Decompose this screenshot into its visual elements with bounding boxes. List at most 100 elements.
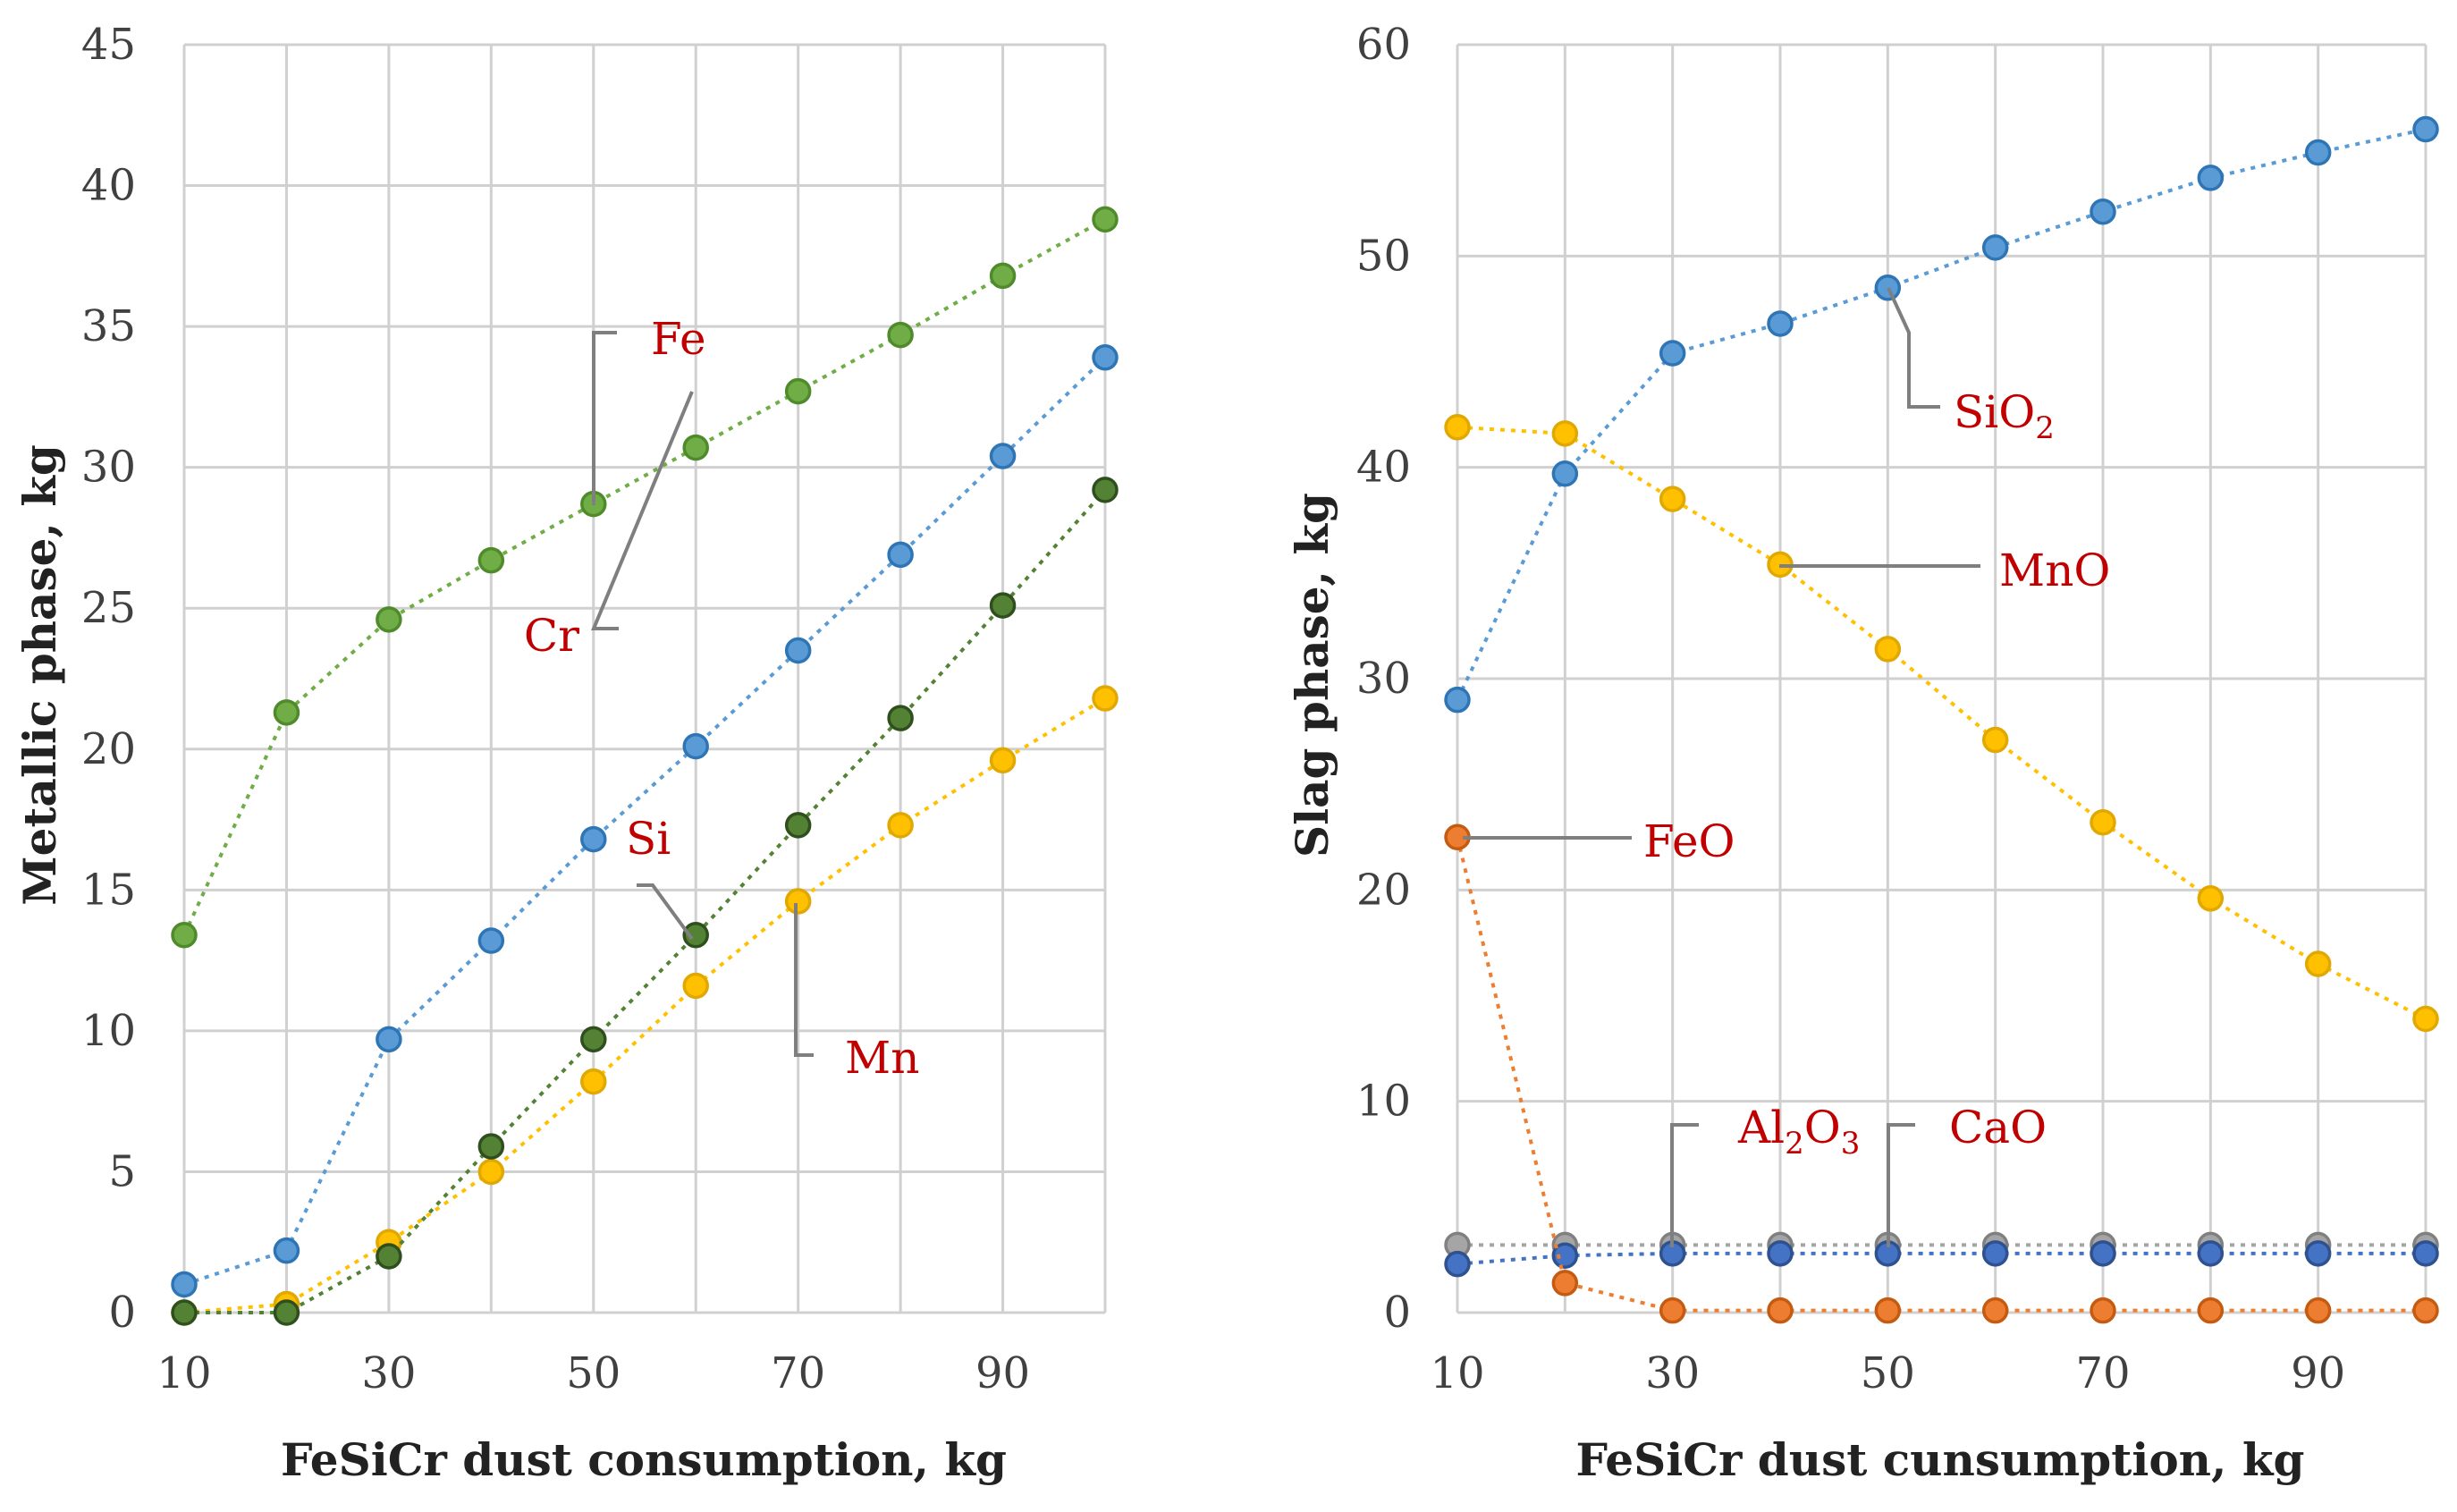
- slag-point-sio2-100: [2412, 115, 2439, 143]
- metallic-point-fe-40: [477, 546, 505, 574]
- metallic-point-si-100: [1092, 477, 1119, 503]
- metallic-point-cr-10: [171, 1271, 198, 1298]
- slag-series-feo: [1444, 824, 2439, 1324]
- slag-point-al2o3-20: [1551, 1242, 1579, 1269]
- metallic-ytick-30: 30: [81, 443, 136, 493]
- metallic-point-cr-50: [580, 825, 607, 853]
- metallic-ytick-5: 5: [108, 1146, 136, 1196]
- metallic-leader-fe: [592, 331, 617, 505]
- slag-point-sio2-10: [1444, 686, 1471, 714]
- metallic-point-fe-70: [784, 377, 812, 405]
- metallic-ytick-35: 35: [81, 301, 136, 351]
- metallic-point-fe-60: [682, 434, 709, 461]
- slag-point-feo-30: [1659, 1297, 1686, 1324]
- metallic-line-cr: [183, 356, 1107, 1287]
- slag-point-al2o3-60: [1981, 1240, 2009, 1267]
- metallic-leader-cr: [591, 391, 694, 630]
- metallic-point-fe-90: [989, 262, 1017, 290]
- slag-label-text-cao: CaO: [1949, 1102, 2047, 1153]
- slag-label-text-al2o3: Al2O3: [1737, 1102, 1860, 1161]
- slag-point-al2o3-80: [2197, 1240, 2225, 1267]
- metallic-point-fe-100: [1092, 206, 1119, 233]
- slag-point-mno-10: [1444, 414, 1471, 441]
- slag-leader-al2o3: [1670, 1123, 1699, 1247]
- metallic-point-mn-100: [1092, 685, 1119, 712]
- slag-point-feo-40: [1767, 1297, 1794, 1324]
- metallic-series-si: [171, 477, 1119, 1326]
- metallic-y-axis-title: Metallic phase, kg: [13, 444, 66, 906]
- slag-point-mno-80: [2197, 885, 2225, 912]
- slag-ytick-40: 40: [1356, 443, 1411, 493]
- metallic-point-si-50: [580, 1026, 607, 1053]
- metallic-point-si-40: [477, 1133, 505, 1160]
- slag-point-feo-60: [1981, 1297, 2009, 1324]
- slag-label-text-mno: MnO: [1999, 545, 2110, 596]
- metallic-point-si-30: [376, 1243, 402, 1270]
- metallic-xtick-10: 10: [156, 1348, 211, 1398]
- metallic-xtick-50: 50: [566, 1348, 621, 1398]
- slag-point-sio2-60: [1981, 234, 2009, 261]
- slag-line-al2o3: [1456, 1251, 2426, 1266]
- slag-point-al2o3-40: [1767, 1240, 1794, 1267]
- slag-point-sio2-80: [2197, 165, 2225, 191]
- metallic-line-mn: [183, 697, 1107, 1314]
- metallic-point-cr-30: [376, 1026, 402, 1053]
- slag-phase-chart: 0 10 20 30 40 50 60 10 30 50 70 90 FeSiCr dust cunsu…: [1286, 20, 2439, 1486]
- slag-point-mno-60: [1981, 726, 2009, 754]
- slag-label-mno: MnO: [1779, 545, 2110, 596]
- metallic-ytick-45: 45: [81, 20, 136, 70]
- slag-series-sio2: [1444, 115, 2439, 714]
- slag-leader-cao: [1887, 1123, 1915, 1247]
- slag-line-feo: [1456, 836, 2426, 1313]
- slag-label-sio2: SiO2: [1887, 287, 2055, 446]
- metallic-leader-mn: [794, 903, 814, 1057]
- metallic-ytick-40: 40: [81, 161, 136, 211]
- metallic-point-si-20: [273, 1299, 300, 1326]
- slag-point-mno-100: [2412, 1005, 2439, 1033]
- slag-ytick-0: 0: [1383, 1288, 1411, 1338]
- slag-line-sio2: [1456, 127, 2427, 701]
- metallic-ytick-0: 0: [108, 1288, 136, 1338]
- slag-point-sio2-50: [1874, 275, 1902, 301]
- metallic-point-mn-50: [580, 1068, 607, 1095]
- slag-point-mno-90: [2304, 950, 2332, 977]
- slag-point-feo-80: [2197, 1297, 2225, 1324]
- slag-x-axis-title: FeSiCr dust cunsumption, kg: [1576, 1433, 2305, 1486]
- slag-point-al2o3-70: [2090, 1240, 2116, 1267]
- slag-xtick-70: 70: [2075, 1348, 2130, 1398]
- slag-line-mno: [1456, 425, 2427, 1021]
- slag-point-feo-70: [2090, 1297, 2116, 1324]
- metallic-point-fe-30: [376, 606, 402, 633]
- metallic-point-fe-10: [171, 922, 198, 949]
- metallic-label-mn: Mn: [794, 903, 919, 1084]
- slag-xtick-10: 10: [1430, 1348, 1484, 1398]
- metallic-ytick-20: 20: [81, 724, 136, 774]
- slag-label-feo: FeO: [1463, 815, 1735, 867]
- metallic-point-mn-60: [682, 972, 709, 1000]
- metallic-point-cr-80: [887, 541, 914, 569]
- metallic-label-text-si: Si: [626, 813, 671, 865]
- metallic-ytick-15: 15: [81, 865, 136, 915]
- slag-point-feo-90: [2304, 1297, 2332, 1324]
- metallic-xtick-30: 30: [361, 1348, 416, 1398]
- slag-xtick-30: 30: [1645, 1348, 1700, 1398]
- metallic-point-cr-40: [477, 927, 505, 954]
- metallic-point-si-60: [682, 922, 709, 949]
- slag-point-mno-70: [2090, 808, 2116, 836]
- metallic-label-text-cr: Cr: [524, 610, 579, 662]
- slag-xtick-90: 90: [2291, 1348, 2345, 1398]
- slag-point-al2o3-100: [2412, 1240, 2439, 1267]
- slag-label-text-feo: FeO: [1643, 815, 1735, 867]
- metallic-ytick-25: 25: [81, 583, 136, 633]
- slag-point-sio2-40: [1767, 310, 1794, 337]
- metallic-point-fe-80: [887, 321, 914, 349]
- metallic-point-mn-40: [477, 1158, 505, 1186]
- slag-point-al2o3-90: [2304, 1240, 2332, 1267]
- metallic-point-si-70: [784, 812, 812, 839]
- slag-point-mno-20: [1551, 420, 1579, 447]
- metallic-point-si-10: [171, 1299, 198, 1326]
- metallic-series-mn: [171, 685, 1119, 1326]
- slag-point-sio2-90: [2304, 139, 2332, 166]
- metallic-ytick-10: 10: [81, 1006, 136, 1056]
